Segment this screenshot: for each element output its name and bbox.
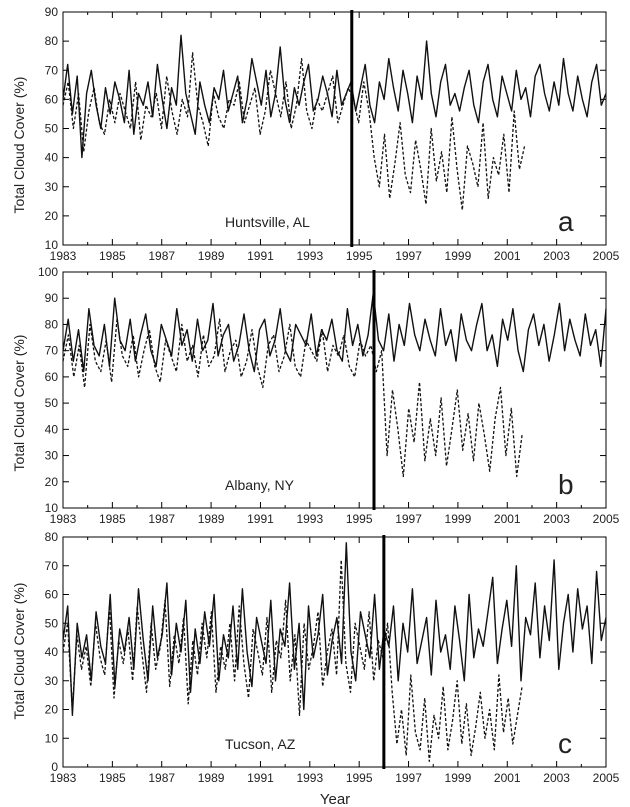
x-tick-label-b: 1993	[296, 512, 323, 526]
x-tick-label-c: 1995	[346, 771, 373, 785]
y-tick-label-b: 10	[45, 501, 59, 515]
y-tick-label-a: 40	[45, 151, 59, 165]
y-tick-label-a: 70	[45, 63, 59, 77]
x-tick-label-b: 1987	[148, 512, 175, 526]
solid-series-line-b	[62, 292, 607, 373]
x-tick-label-c: 1989	[198, 771, 225, 785]
y-tick-label-c: 40	[45, 645, 59, 659]
x-tick-label-b: 1995	[346, 512, 373, 526]
x-tick-label-a: 1987	[148, 249, 175, 263]
x-tick-label-b: 2001	[494, 512, 521, 526]
y-axis-label-b: Total Cloud Cover (%)	[11, 335, 27, 472]
y-tick-label-c: 30	[45, 674, 59, 688]
x-tick-label-c: 2005	[593, 771, 620, 785]
plot-frame-b	[62, 271, 607, 509]
x-tick-label-a: 2001	[494, 249, 521, 263]
y-tick-label-a: 20	[45, 209, 59, 223]
station-label-b: Albany, NY	[225, 477, 295, 493]
solid-series-line-c	[62, 542, 607, 716]
x-tick-label-a: 1991	[247, 249, 274, 263]
station-label-c: Tucson, AZ	[225, 736, 296, 752]
panel-letter-a: a	[558, 206, 574, 237]
x-tick-label-a: 1983	[50, 249, 77, 263]
y-tick-label-a: 50	[45, 122, 59, 136]
x-tick-label-b: 1989	[198, 512, 225, 526]
y-axis-label-a: Total Cloud Cover (%)	[11, 77, 27, 214]
y-tick-label-c: 10	[45, 731, 59, 745]
x-tick-label-a: 1999	[445, 249, 472, 263]
x-tick-label-c: 2003	[543, 771, 570, 785]
x-tick-label-b: 1991	[247, 512, 274, 526]
x-tick-label-b: 1985	[99, 512, 126, 526]
x-tick-label-b: 1997	[395, 512, 422, 526]
x-tick-label-c: 1991	[247, 771, 274, 785]
dashed-series-line-b	[62, 318, 523, 478]
y-tick-label-b: 20	[45, 475, 59, 489]
x-tick-label-c: 1987	[148, 771, 175, 785]
x-tick-label-b: 2005	[593, 512, 620, 526]
y-tick-label-b: 90	[45, 291, 59, 305]
plot-frame-a	[62, 11, 607, 246]
x-axis-title: Year	[320, 791, 350, 807]
y-tick-label-c: 70	[45, 559, 59, 573]
x-tick-label-c: 1997	[395, 771, 422, 785]
y-tick-label-b: 50	[45, 396, 59, 410]
x-tick-label-a: 1995	[346, 249, 373, 263]
y-tick-label-b: 60	[45, 370, 59, 384]
y-tick-label-a: 80	[45, 34, 59, 48]
x-tick-label-b: 2003	[543, 512, 570, 526]
dashed-series-line-c	[62, 559, 523, 762]
x-tick-label-b: 1983	[50, 512, 77, 526]
x-tick-label-a: 1993	[296, 249, 323, 263]
y-tick-label-b: 40	[45, 422, 59, 436]
x-tick-label-c: 1983	[50, 771, 77, 785]
y-tick-label-a: 30	[45, 180, 59, 194]
x-tick-label-c: 1993	[296, 771, 323, 785]
panel-letter-b: b	[558, 469, 574, 500]
y-tick-label-b: 30	[45, 449, 59, 463]
y-tick-label-c: 50	[45, 616, 59, 630]
dashed-series-line-a	[62, 52, 526, 211]
x-tick-label-b: 1999	[445, 512, 472, 526]
y-tick-label-b: 100	[38, 265, 58, 279]
x-tick-label-c: 1985	[99, 771, 126, 785]
y-tick-label-b: 70	[45, 344, 59, 358]
x-tick-label-c: 1999	[445, 771, 472, 785]
y-tick-label-a: 90	[45, 5, 59, 19]
panel-letter-c: c	[558, 728, 572, 759]
x-tick-label-a: 2005	[593, 249, 620, 263]
x-tick-label-a: 1997	[395, 249, 422, 263]
y-tick-label-c: 0	[51, 760, 58, 774]
x-tick-label-c: 2001	[494, 771, 521, 785]
y-tick-label-a: 10	[45, 238, 59, 252]
x-tick-label-a: 2003	[543, 249, 570, 263]
station-label-a: Huntsville, AL	[225, 214, 310, 230]
x-tick-label-a: 1985	[99, 249, 126, 263]
x-tick-label-a: 1989	[198, 249, 225, 263]
y-tick-label-a: 60	[45, 92, 59, 106]
y-tick-label-c: 80	[45, 530, 59, 544]
y-tick-label-c: 60	[45, 588, 59, 602]
y-tick-label-b: 80	[45, 317, 59, 331]
y-axis-label-c: Total Cloud Cover (%)	[11, 583, 27, 720]
y-tick-label-c: 20	[45, 703, 59, 717]
